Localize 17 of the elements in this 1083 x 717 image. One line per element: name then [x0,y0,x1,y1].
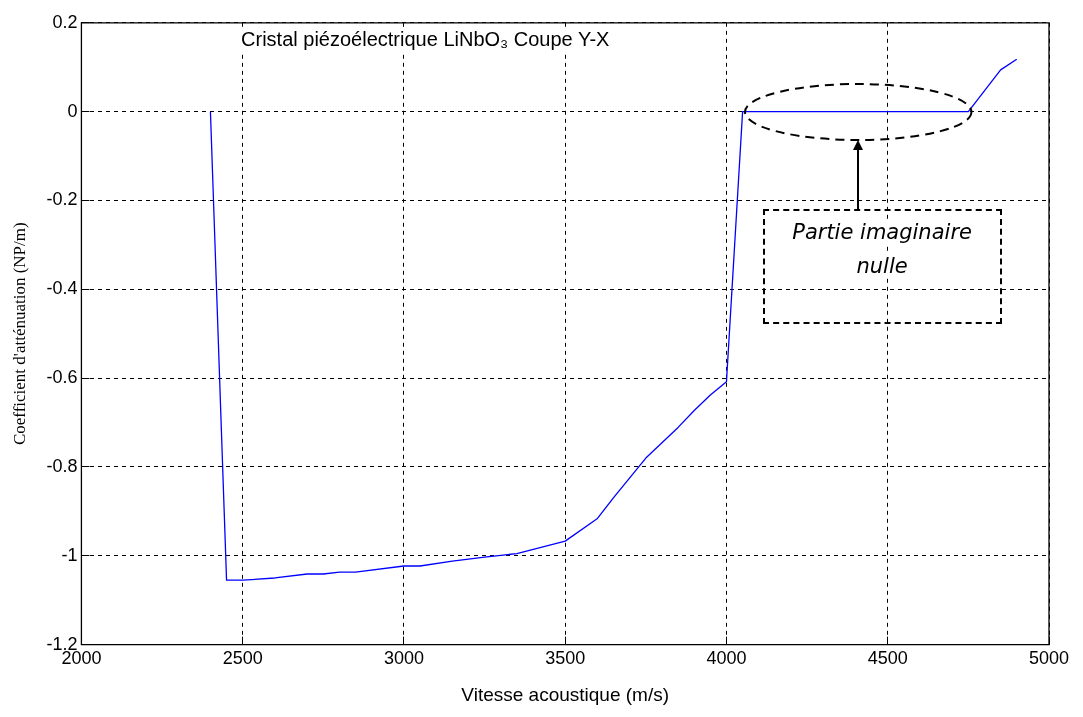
chart-title: Cristal piézoélectrique LiNbO₃ Coupe Y-X [241,28,610,51]
x-tick-label: 3500 [545,648,586,669]
x-tick-label: 3000 [383,648,424,669]
x-axis-title: Vitesse acoustique (m/s) [461,683,670,705]
y-tick-label: -0.2 [46,189,78,210]
y-tick-label: -0.6 [46,367,78,388]
x-tick-label: 2500 [222,648,263,669]
y-tick-label: -0.4 [46,278,78,299]
y-axis-title: Coefficient d'atténuation (NP/m) [9,222,29,446]
y-tick-label: -0.8 [46,455,78,476]
y-tick-label: -1 [61,544,78,565]
x-tick-label: 5000 [1028,648,1070,669]
y-tick-label: 0.2 [52,11,78,32]
y-tick-label: 0 [67,100,78,121]
x-tick-label: 4500 [867,648,908,669]
x-tick-label: 4000 [706,648,747,669]
annotation: Partie imaginaire nulle [792,220,972,279]
